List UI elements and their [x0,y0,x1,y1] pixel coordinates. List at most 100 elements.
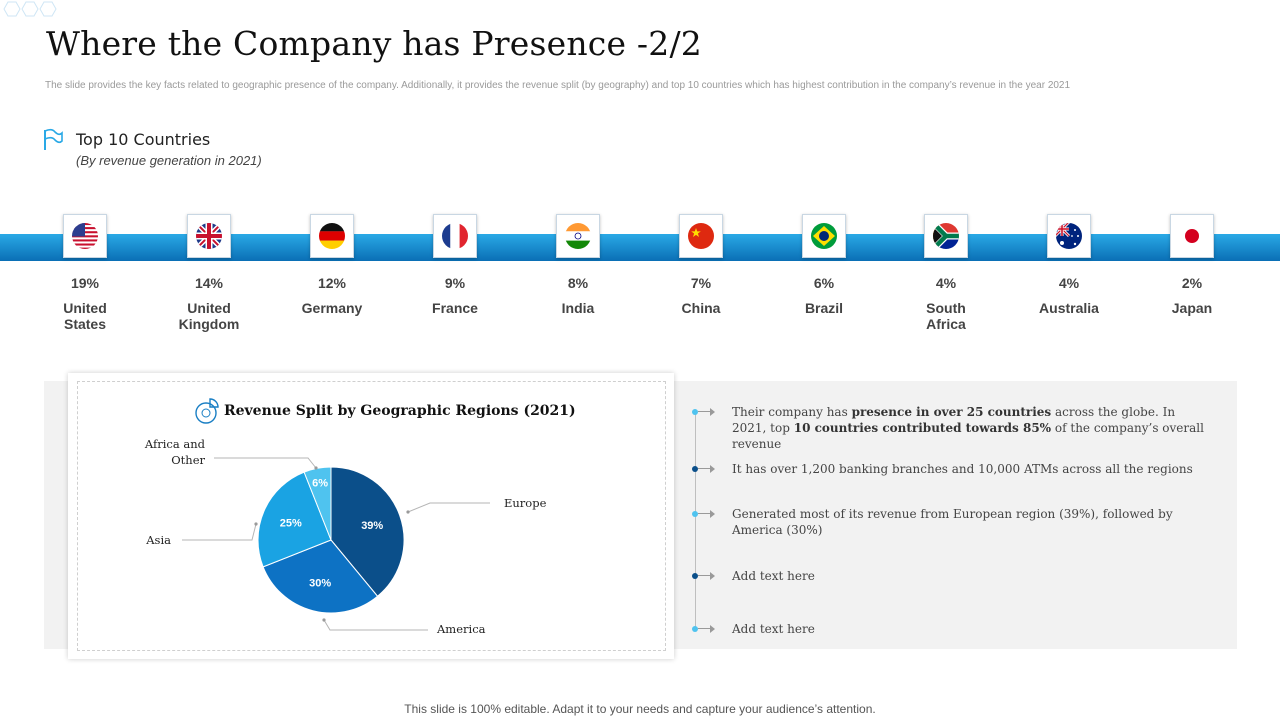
bullets-line [695,411,696,629]
flag-icon [44,128,63,150]
bullet-text-part: 10 countries contributed towards 85% [793,421,1052,435]
country-name: Japan [1137,300,1247,316]
arrow-right-icon [710,572,715,580]
brazil-flag-icon [811,223,837,249]
bullet-dot-icon [692,573,698,579]
bullet-text-part: Generated most of its revenue from Europ… [732,507,1173,537]
country-name: Australia [1014,300,1124,316]
flag-box [63,214,107,258]
arrow-right-icon [710,625,715,633]
bullet-text: Add text here [732,621,1212,637]
us-flag-icon [72,223,98,249]
country-name-line2: States [63,316,107,332]
bullet-text: Generated most of its revenue from Europ… [732,506,1212,538]
country-item: 6% Brazil [769,214,879,316]
country-name: China [646,300,756,316]
bullet-text-part: Add text here [732,569,815,583]
bullet-text-part: Add text here [732,622,815,636]
bullet-text-part: of the company’s overall revenue [732,421,1204,451]
country-name-line1: Australia [1039,300,1099,316]
country-name: United Kingdom [154,300,264,332]
country-name-line1: China [681,300,721,316]
country-item: 4% South Africa [891,214,1001,332]
bullet-text-part: Their company has [732,405,852,419]
country-item: 14% United Kingdom [154,214,264,332]
country-name-line1: India [561,300,595,316]
country-percent: 12% [317,275,347,291]
bullet-dot-icon [692,466,698,472]
india-flag-icon [565,223,591,249]
country-name-line1: South [926,300,966,316]
country-name-line1: United [63,300,107,316]
bullet-text: Their company has presence in over 25 co… [732,404,1212,452]
country-name-line1: France [432,300,478,316]
arrow-right-icon [710,465,715,473]
country-item: 9% France [400,214,510,316]
flag-box [1047,214,1091,258]
france-flag-icon [442,223,468,249]
country-name-line1: Germany [301,300,363,316]
country-item: 7% China [646,214,756,316]
top10-title: Top 10 Countries [76,130,211,149]
flag-box [556,214,600,258]
bullet-connector [698,411,712,412]
country-percent: 2% [1181,275,1203,291]
country-name-line1: Japan [1171,300,1213,316]
country-percent: 9% [444,275,466,291]
bullet-dot-icon [692,626,698,632]
country-item: 8% India [523,214,633,316]
country-percent: 4% [1058,275,1080,291]
bullet-connector [698,628,712,629]
country-item: 19% United States [30,214,140,332]
page-title: Where the Company has Presence -2/2 [46,24,702,63]
arrow-right-icon [710,408,715,416]
country-name: United States [30,300,140,332]
country-percent: 8% [567,275,589,291]
bullet-connector [698,468,712,469]
country-name-line2: Africa [926,316,966,332]
country-percent: 14% [194,275,224,291]
country-name: Germany [277,300,387,316]
bullet-text-part: across the globe. In 2021, top [732,405,1176,435]
chart-title: Revenue Split by Geographic Regions (202… [224,403,576,419]
country-item: 4% Australia [1014,214,1124,316]
bullet-dot-icon [692,409,698,415]
flag-box [310,214,354,258]
country-name: India [523,300,633,316]
country-name-line2: Kingdom [178,316,240,332]
flag-box [924,214,968,258]
country-item: 12% Germany [277,214,387,316]
country-name: South Africa [891,300,1001,332]
bullet-text-part: presence in over 25 countries [851,405,1052,419]
country-percent: 7% [690,275,712,291]
flag-box [187,214,231,258]
country-percent: 19% [70,275,100,291]
country-percent: 4% [935,275,957,291]
flag-box [433,214,477,258]
uk-flag-icon [196,223,222,249]
flag-box [1170,214,1214,258]
pie-chart-icon [195,398,219,424]
page-subtitle: The slide provides the key facts related… [45,80,1071,91]
japan-flag-icon [1178,222,1206,250]
footer-note: This slide is 100% editable. Adapt it to… [404,702,876,716]
china-flag-icon [688,223,714,249]
flag-box [802,214,846,258]
country-name-line1: Brazil [804,300,844,316]
top10-subtitle: (By revenue generation in 2021) [76,153,262,168]
bullet-text: It has over 1,200 banking branches and 1… [732,461,1212,477]
south-africa-flag-icon [933,223,959,249]
country-percent: 6% [813,275,835,291]
bullet-connector [698,513,712,514]
bullet-dot-icon [692,511,698,517]
country-name-line1: United [187,300,231,316]
arrow-right-icon [710,510,715,518]
country-name: Brazil [769,300,879,316]
bullet-connector [698,575,712,576]
hexagon-decoration-icon [3,1,57,17]
australia-flag-icon [1056,223,1082,249]
bullet-text: Add text here [732,568,1212,584]
country-name: France [400,300,510,316]
bullet-text-part: It has over 1,200 banking branches and 1… [732,462,1193,476]
flag-box [679,214,723,258]
